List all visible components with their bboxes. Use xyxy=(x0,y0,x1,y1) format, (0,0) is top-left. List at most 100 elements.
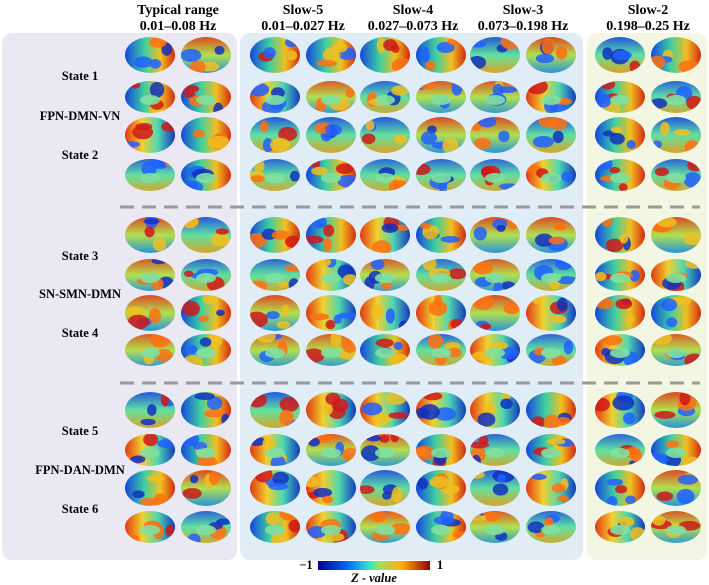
brain-blob xyxy=(215,228,229,235)
brain-blob xyxy=(683,232,701,245)
brain-surface xyxy=(181,37,231,73)
brain-medial xyxy=(321,525,341,535)
brain-blob xyxy=(311,166,329,176)
brain-medial xyxy=(140,348,160,358)
brain-blob xyxy=(182,301,200,317)
brain-blob xyxy=(436,42,455,53)
brain xyxy=(595,470,645,506)
brain-blob xyxy=(213,102,224,113)
brain-blob xyxy=(447,347,462,358)
brain-blob xyxy=(393,341,403,351)
brain-surface xyxy=(125,511,175,543)
brain xyxy=(526,392,576,428)
brain xyxy=(306,217,356,253)
brain-blob xyxy=(666,317,678,328)
brain xyxy=(470,392,520,428)
brain-blob xyxy=(548,236,565,245)
brain xyxy=(595,37,645,73)
brain-surface xyxy=(181,511,231,543)
brain xyxy=(651,37,701,73)
brain-blob xyxy=(618,516,635,527)
brain-blob xyxy=(493,281,503,291)
brain xyxy=(470,217,520,253)
brain xyxy=(651,392,701,428)
brain-surface xyxy=(416,81,466,113)
brain-medial xyxy=(265,273,285,283)
brain-medial xyxy=(541,448,561,458)
brain-blob xyxy=(388,412,409,419)
brain-medial xyxy=(431,448,451,458)
brain-blob xyxy=(194,392,215,400)
brain-blob xyxy=(271,230,290,240)
brain-blob xyxy=(147,404,157,416)
brain xyxy=(125,392,175,428)
row-label: State 6 xyxy=(62,502,98,516)
brain-blob xyxy=(416,445,435,461)
brain xyxy=(181,295,231,331)
brain-medial xyxy=(196,348,216,358)
brain-medial xyxy=(431,273,451,283)
brain-blob xyxy=(149,81,165,98)
brain-blob xyxy=(678,474,699,485)
brain-blob xyxy=(538,117,559,128)
brain-blob xyxy=(143,434,159,447)
brain-surface xyxy=(360,511,410,543)
brain-blob xyxy=(165,524,175,536)
brain-blob xyxy=(152,237,167,252)
brain-blob xyxy=(127,314,150,330)
brain xyxy=(416,392,466,428)
brain-blob xyxy=(182,91,196,98)
brain-blob xyxy=(323,237,332,252)
brain-blob xyxy=(618,183,628,191)
brain-surface xyxy=(651,392,701,428)
brain xyxy=(595,392,645,428)
brain-blob xyxy=(429,476,450,488)
brain-blob xyxy=(393,134,407,144)
brain xyxy=(651,470,701,506)
brain-medial xyxy=(321,348,341,358)
brain-blob xyxy=(266,311,280,320)
brain xyxy=(125,334,175,366)
brain xyxy=(250,117,300,153)
brain-blob xyxy=(552,130,564,144)
brain-blob xyxy=(619,233,629,244)
brain-surface xyxy=(125,117,175,153)
brain xyxy=(416,37,466,73)
brain-surface xyxy=(526,511,576,543)
brain-blob xyxy=(551,483,566,493)
brain-blob xyxy=(133,56,153,68)
brain-blob xyxy=(279,409,294,426)
brain-blob xyxy=(370,512,387,523)
brain-blob xyxy=(216,309,225,317)
brain xyxy=(595,117,645,153)
brain-surface xyxy=(470,217,520,253)
brain xyxy=(360,434,410,466)
brain-blob xyxy=(480,323,492,330)
column-title: Typical range xyxy=(137,3,219,18)
brain-blob xyxy=(629,269,640,282)
brain-blob xyxy=(345,88,355,98)
brain-blob xyxy=(500,398,513,410)
brain-blob xyxy=(262,137,274,153)
brain-surface xyxy=(181,217,231,253)
brain-surface xyxy=(360,470,410,506)
brain-medial xyxy=(140,95,160,105)
brain-surface xyxy=(360,295,410,331)
brain-blob xyxy=(321,495,333,504)
brain-surface xyxy=(416,295,466,331)
brain xyxy=(526,511,576,543)
brain-medial xyxy=(375,95,395,105)
brain-blob xyxy=(390,522,410,535)
brain xyxy=(470,259,520,291)
network-label: FPN-DAN-DMN xyxy=(35,463,125,477)
brain-surface xyxy=(526,470,576,506)
brain-blob xyxy=(379,435,390,443)
brain-blob xyxy=(132,490,145,499)
brain-blob xyxy=(534,233,554,247)
brain xyxy=(306,470,356,506)
brain-blob xyxy=(428,334,444,349)
brain-surface xyxy=(181,259,231,291)
brain xyxy=(250,334,300,366)
brain-blob xyxy=(385,308,395,324)
brain xyxy=(416,334,466,366)
